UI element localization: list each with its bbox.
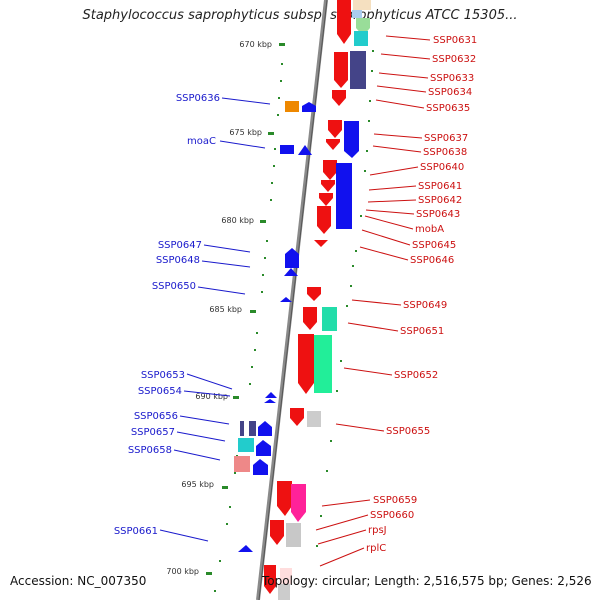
tick-label: 695 kbp xyxy=(181,480,214,489)
right-callouts xyxy=(315,35,431,567)
left-labels: SSP0636 moaC SSP0647 SSP0648 SSP0650 SSP… xyxy=(114,93,220,537)
gene-arrow[interactable] xyxy=(298,334,314,394)
gene-arrow[interactable] xyxy=(265,392,277,398)
gene-arrow[interactable] xyxy=(290,408,304,426)
gene-label[interactable]: SSP0654 xyxy=(138,386,182,397)
gene-arrow[interactable] xyxy=(238,545,253,552)
gene-label[interactable]: SSP0645 xyxy=(412,240,456,251)
gene-arrow[interactable] xyxy=(323,160,337,180)
gene-label[interactable]: SSP0647 xyxy=(158,240,202,251)
scale-dots-right xyxy=(316,50,374,547)
map-title: Staphylococcus saprophyticus subsp. sapr… xyxy=(82,8,518,23)
gene-arrow[interactable] xyxy=(280,297,292,302)
gene-label[interactable]: SSP0659 xyxy=(373,495,417,506)
gene-label[interactable]: mobA xyxy=(415,224,444,235)
gene-label[interactable]: SSP0638 xyxy=(423,147,467,158)
gene-label[interactable]: SSP0635 xyxy=(426,103,470,114)
gene-label[interactable]: rplC xyxy=(366,543,386,554)
reverse-blocks xyxy=(278,0,371,600)
scale-ticks xyxy=(206,43,285,575)
gene-arrow[interactable] xyxy=(319,193,333,206)
gene-label[interactable]: SSP0640 xyxy=(420,162,464,173)
gene-label[interactable]: SSP0655 xyxy=(386,426,430,437)
genome-summary-text: Topology: circular; Length: 2,516,575 bp… xyxy=(262,574,592,588)
reverse-genes xyxy=(264,0,351,594)
gene-label[interactable]: SSP0652 xyxy=(394,370,438,381)
tick-label: 680 kbp xyxy=(221,216,254,225)
gene-label[interactable]: SSP0641 xyxy=(418,181,462,192)
gene-arrow[interactable] xyxy=(337,0,351,44)
right-labels: SSP0631 SSP0632 SSP0633 SSP0634 SSP0635 … xyxy=(366,35,477,554)
gene-label[interactable]: SSP0660 xyxy=(370,510,414,521)
gene-label[interactable]: SSP0650 xyxy=(152,281,196,292)
accession-text: Accession: NC_007350 xyxy=(10,574,147,588)
gene-label[interactable]: rpsJ xyxy=(368,525,387,536)
gene-arrow[interactable] xyxy=(303,307,317,330)
scale-dots-left xyxy=(214,63,283,592)
gene-arrow[interactable] xyxy=(302,102,316,112)
gene-label[interactable]: SSP0658 xyxy=(128,445,172,456)
gene-arrow[interactable] xyxy=(285,248,299,268)
gene-arrow[interactable] xyxy=(253,459,268,475)
gene-arrow[interactable] xyxy=(264,565,276,594)
gene-arrow[interactable] xyxy=(321,180,335,192)
tick-label: 700 kbp xyxy=(166,567,199,576)
gene-label[interactable]: SSP0632 xyxy=(432,54,476,65)
gene-label[interactable]: SSP0636 xyxy=(176,93,220,104)
gene-label[interactable]: SSP0649 xyxy=(403,300,447,311)
gene-label[interactable]: SSP0661 xyxy=(114,526,158,537)
gene-arrow[interactable] xyxy=(270,520,284,545)
gene-label[interactable]: SSP0653 xyxy=(141,370,185,381)
gene-arrow[interactable] xyxy=(314,240,328,247)
gene-arrow[interactable] xyxy=(298,145,312,155)
gene-label[interactable]: SSP0634 xyxy=(428,87,472,98)
gene-arrow[interactable] xyxy=(332,90,346,106)
gene-label[interactable]: SSP0643 xyxy=(416,209,460,220)
gene-arrow[interactable] xyxy=(317,206,331,234)
gene-label[interactable]: SSP0631 xyxy=(433,35,477,46)
gene-label[interactable]: SSP0648 xyxy=(156,255,200,266)
forward-genes xyxy=(234,101,316,552)
gene-label[interactable]: SSP0642 xyxy=(418,195,462,206)
gene-arrow[interactable] xyxy=(264,399,276,403)
gene-label[interactable]: moaC xyxy=(187,136,216,147)
scale-tick-labels: 670 kbp 675 kbp 680 kbp 685 kbp 690 kbp … xyxy=(166,40,272,576)
gene-arrow[interactable] xyxy=(277,481,292,516)
gene-label[interactable]: SSP0656 xyxy=(134,411,178,422)
gene-label[interactable]: SSP0651 xyxy=(400,326,444,337)
tick-label: 685 kbp xyxy=(209,305,242,314)
tick-label: 670 kbp xyxy=(239,40,272,49)
gene-arrow[interactable] xyxy=(307,287,321,301)
gene-arrow[interactable] xyxy=(256,440,271,456)
gene-arrow[interactable] xyxy=(284,268,298,276)
gene-arrow[interactable] xyxy=(328,120,342,138)
tick-label: 675 kbp xyxy=(229,128,262,137)
gene-arrow[interactable] xyxy=(334,52,348,88)
genome-backbone xyxy=(256,0,328,600)
gene-label[interactable]: SSP0646 xyxy=(410,255,454,266)
gene-label[interactable]: SSP0637 xyxy=(424,133,468,144)
gene-arrow[interactable] xyxy=(258,421,272,436)
left-callouts xyxy=(159,97,271,542)
gene-arrow[interactable] xyxy=(326,139,340,150)
gene-label[interactable]: SSP0657 xyxy=(131,427,175,438)
tick-label: 690 kbp xyxy=(195,392,228,401)
gene-label[interactable]: SSP0633 xyxy=(430,73,474,84)
